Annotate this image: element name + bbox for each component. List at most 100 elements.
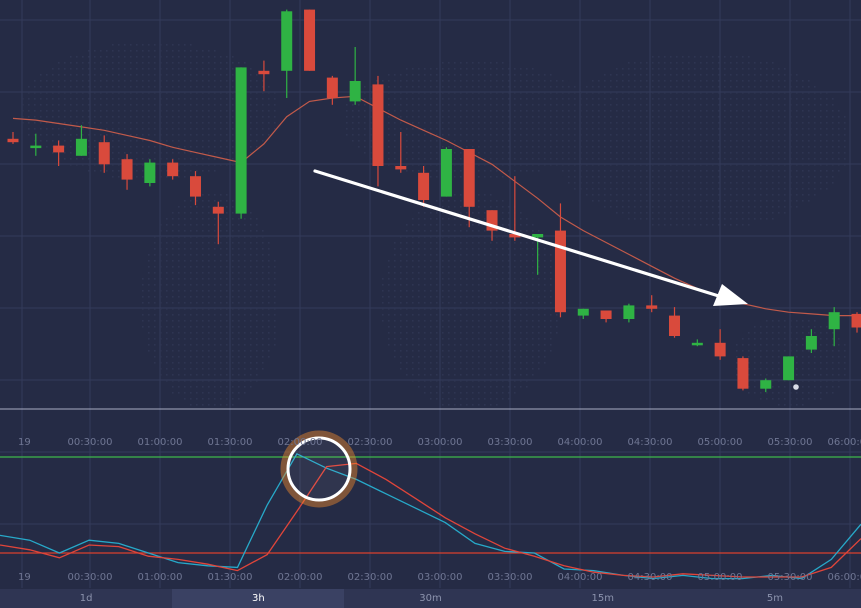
candle-body [281,11,293,71]
candle-body [395,166,407,170]
trend-arrow-head [713,284,748,306]
candle-18 [418,166,430,207]
price-marker-dot [793,384,799,390]
candle-body [304,9,316,71]
candle-body [532,234,544,238]
candle-body [349,81,361,102]
chart-canvas[interactable]: 19 00:30:00 01:00:00 01:30:00 02:00:00 02:30:… [0,0,861,589]
time-tick-label: 02:00:00 [278,572,323,583]
candle-body [144,162,156,183]
candle-body [98,142,110,165]
candle-body [554,230,566,313]
candle-30 [691,339,703,347]
candle-body [212,206,224,214]
candle-0 [7,132,19,144]
timeframe-3h-button[interactable]: 3h [172,589,345,608]
candle-body [486,210,498,231]
candles-layer [7,9,861,393]
time-tick-label: 03:30:00 [488,437,533,448]
time-tick-label: 05:30:00 [768,437,813,448]
candle-7 [167,159,179,180]
candle-body [577,308,589,316]
candle-27 [623,303,635,323]
time-tick-label: 06:00:00 [828,437,861,448]
trend-arrow-shaft [313,169,724,299]
candle-8 [189,171,201,206]
candle-14 [326,75,338,105]
candle-body [669,315,681,336]
candle-body [167,162,179,177]
time-tick-label: 01:30:00 [208,437,253,448]
candle-body [440,149,452,197]
candle-17 [395,132,407,173]
candle-body [418,172,430,200]
candle-body [851,313,861,328]
candle-body [600,310,612,319]
highlight-glow-ring [280,430,358,508]
candle-22 [509,176,521,241]
candle-body [121,159,133,180]
time-tick-label: 19 [18,572,31,583]
candle-9 [212,201,224,245]
candle-body [235,67,247,214]
time-tick-label: 06:00:00 [828,572,861,583]
time-tick-label: 01:00:00 [138,437,183,448]
candle-28 [646,295,658,313]
candle-body [737,358,749,389]
candle-body [463,149,475,207]
candle-body [372,84,384,166]
candle-5 [121,154,133,190]
candle-33 [760,378,772,393]
highlight-ring [286,436,352,502]
oscillator-slow-line [0,462,861,578]
candle-20 [463,149,475,228]
time-tick-label: 05:00:00 [698,437,743,448]
time-tick-label: 04:30:00 [628,572,673,583]
candle-body [75,138,87,156]
time-tick-label: 03:30:00 [488,572,533,583]
candle-4 [98,135,110,173]
candle-3 [75,125,87,156]
time-tick-label: 05:30:00 [768,572,813,583]
candle-34 [783,356,795,381]
timeframe-5m-button[interactable]: 5m [766,593,783,604]
candle-2 [53,140,65,166]
time-tick-label: 04:30:00 [628,437,673,448]
time-tick-label: 02:30:00 [348,437,393,448]
time-tick-label: 02:00:00 [278,437,323,448]
candle-19 [440,147,452,197]
time-axis-upper: 19 00:30:00 01:00:00 01:30:00 02:00:00 02:30:… [18,437,861,448]
time-tick-label: 04:00:00 [558,437,603,448]
candle-12 [281,9,293,98]
time-tick-label: 00:30:00 [68,437,113,448]
time-tick-label: 19 [18,437,31,448]
candle-35 [805,329,817,353]
candle-body [326,77,338,98]
time-tick-label: 03:00:00 [418,437,463,448]
candle-body [805,336,817,350]
candle-31 [714,329,726,360]
oscillator-layer [0,452,861,580]
time-tick-label: 05:00:00 [698,572,743,583]
crossover-highlight-layer [280,430,358,508]
candle-25 [577,308,589,319]
candle-body [714,342,726,357]
candle-body [623,305,635,319]
timeframe-15m-button[interactable]: 15m [591,593,614,604]
time-tick-label: 03:00:00 [418,572,463,583]
candle-body [783,356,795,381]
oscillator-levels-layer [0,456,861,554]
candle-body [509,234,521,238]
candle-body [760,380,772,389]
time-tick-label: 01:00:00 [138,572,183,583]
time-axis-lower: 19 00:30:00 01:00:00 01:30:00 02:00:00 02:30:… [18,572,861,583]
candle-15 [349,47,361,105]
time-tick-label: 01:30:00 [208,572,253,583]
timeframe-1d-button[interactable]: 1d [79,593,93,604]
candle-11 [258,60,270,92]
candle-13 [304,9,316,71]
timeframe-30m-button[interactable]: 30m [419,593,442,604]
candle-36 [828,307,840,347]
trend-arrow-layer [313,169,748,306]
time-tick-label: 00:30:00 [68,572,113,583]
